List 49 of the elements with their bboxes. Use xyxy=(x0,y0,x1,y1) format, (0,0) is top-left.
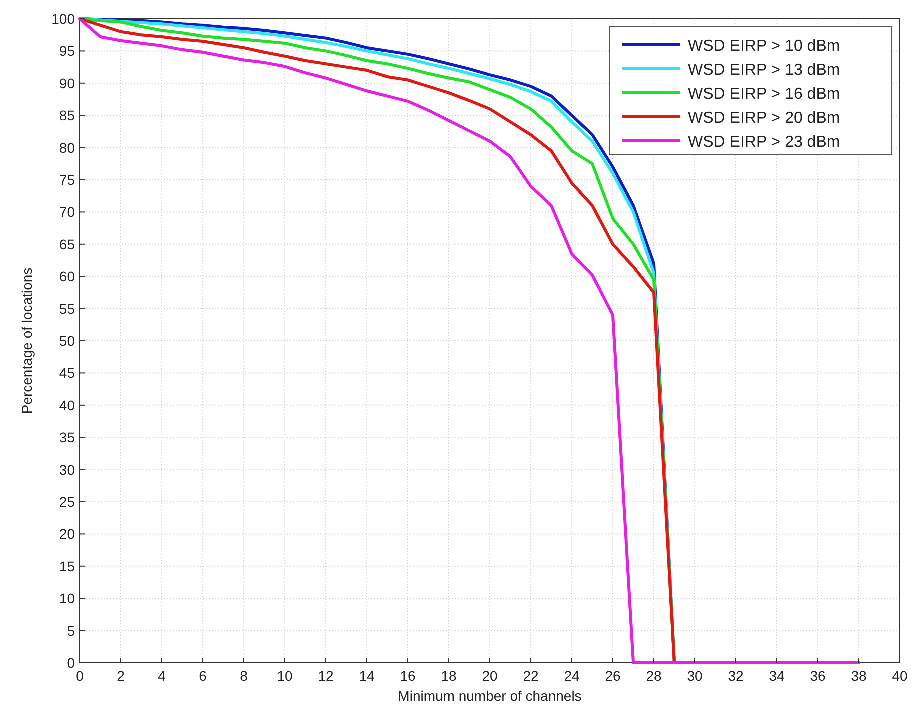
y-tick-label: 55 xyxy=(59,300,76,317)
x-tick-label: 30 xyxy=(687,668,703,684)
x-tick-label: 40 xyxy=(892,668,908,684)
x-tick-label: 14 xyxy=(359,668,375,684)
legend-label: WSD EIRP > 13 dBm xyxy=(688,62,840,79)
y-tick-label: 0 xyxy=(67,655,76,671)
legend-label: WSD EIRP > 10 dBm xyxy=(688,38,840,55)
y-tick-label: 65 xyxy=(59,236,76,252)
x-tick-label: 36 xyxy=(810,668,826,684)
x-tick-label: 32 xyxy=(728,668,744,684)
y-tick-label: 90 xyxy=(59,75,76,92)
line-series xyxy=(78,18,860,664)
y-tick-label: 50 xyxy=(59,333,76,349)
y-tick-label: 15 xyxy=(59,558,76,574)
legend-label: WSD EIRP > 20 dBm xyxy=(688,110,840,127)
x-tick-label: 4 xyxy=(158,668,166,684)
y-tick-label: 35 xyxy=(59,430,76,446)
y-axis-title: Percentage of locations xyxy=(19,268,35,414)
x-tick-label: 26 xyxy=(605,668,621,684)
legend-label: WSD EIRP > 16 dBm xyxy=(688,86,840,103)
y-tick-label: 95 xyxy=(59,43,76,60)
x-axis-title: Minimum number of channels xyxy=(398,688,582,704)
x-tick-label: 24 xyxy=(564,668,580,684)
y-tick-label: 10 xyxy=(59,590,76,607)
legend-label: WSD EIRP > 23 dBm xyxy=(688,134,840,151)
x-tick-label: 8 xyxy=(240,668,248,684)
y-tick-label: 30 xyxy=(59,462,76,478)
y-tick-label: 75 xyxy=(59,172,76,188)
x-tick-label: 2 xyxy=(117,668,126,684)
y-tick-label: 5 xyxy=(67,622,76,639)
y-tick-label: 100 xyxy=(52,11,76,27)
x-tick-label: 20 xyxy=(482,668,498,684)
y-tick-label: 20 xyxy=(59,526,76,542)
x-tick-label: 16 xyxy=(400,668,416,684)
x-tick-label: 12 xyxy=(318,668,334,684)
y-tick-label: 60 xyxy=(59,268,76,285)
y-tick-label: 45 xyxy=(59,365,76,382)
x-tick-label: 38 xyxy=(851,668,867,684)
y-tick-label: 40 xyxy=(59,397,76,414)
x-tick-label: 34 xyxy=(769,668,785,684)
x-tick-label: 28 xyxy=(646,668,662,684)
y-tick-label: 80 xyxy=(59,140,76,156)
y-tick-label: 70 xyxy=(59,204,76,220)
x-tick-label: 6 xyxy=(199,668,208,684)
x-tick-label: 10 xyxy=(277,668,293,684)
x-tick-label: 22 xyxy=(523,668,539,684)
x-tick-label: 18 xyxy=(441,668,457,684)
y-tick-label: 25 xyxy=(59,494,76,510)
y-tick-label: 85 xyxy=(59,108,76,124)
